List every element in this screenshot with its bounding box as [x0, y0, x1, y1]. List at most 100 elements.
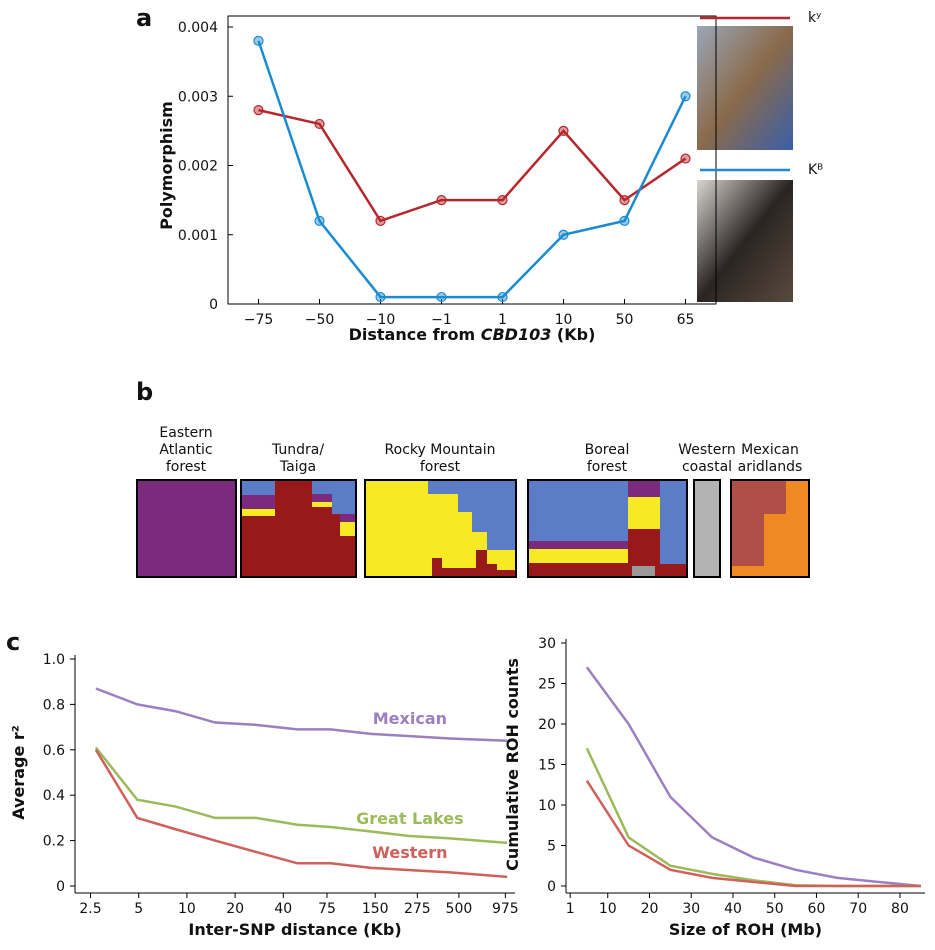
population-label: Tundra/: [271, 442, 324, 458]
point: [497, 195, 508, 206]
cluster-block: [628, 480, 660, 497]
series-line: [585, 666, 921, 888]
x-axis-label-part: (Kb): [551, 325, 595, 344]
y-axis-label: Polymorphism: [157, 101, 176, 230]
point: [619, 215, 630, 226]
x-tick-label: 40: [274, 901, 292, 917]
structure-plot: [136, 479, 810, 578]
group-frame: [527, 479, 688, 578]
x-tick-label: 1: [498, 312, 507, 328]
y-tick-label: 0.003: [178, 89, 218, 105]
group-frame: [136, 479, 237, 578]
series-line: [585, 780, 921, 888]
point: [497, 291, 508, 303]
point: [375, 215, 386, 226]
cluster-block: [312, 480, 356, 494]
panel-label: c: [6, 628, 20, 656]
population-label: Eastern: [159, 425, 212, 441]
point: [314, 118, 325, 130]
population-label: Western: [678, 442, 735, 458]
x-tick-label: 500: [446, 901, 473, 917]
population-label: Boreal: [585, 442, 630, 458]
y-tick-label: 30: [538, 636, 556, 652]
x-tick-label: 10: [555, 312, 573, 328]
cluster-block: [340, 514, 356, 522]
point: [436, 291, 447, 303]
x-tick-label: 80: [891, 901, 909, 917]
x-tick-label: 975: [492, 901, 519, 917]
population-label: forest: [420, 459, 461, 475]
series-line: [95, 687, 508, 742]
population-label: forest: [166, 459, 207, 475]
cluster-block: [731, 480, 786, 566]
population-label: forest: [587, 459, 628, 475]
y-tick-label: 1.0: [43, 652, 65, 668]
y-tick-label: 0.8: [43, 697, 65, 713]
y-tick-label: 20: [538, 717, 556, 733]
cluster-block: [660, 564, 687, 577]
x-tick-label: 20: [226, 901, 244, 917]
point: [680, 153, 691, 164]
point: [375, 291, 386, 303]
x-tick-label: 275: [404, 901, 431, 917]
cluster-block: [241, 509, 275, 516]
group-frame: [693, 479, 721, 578]
point: [436, 195, 447, 206]
y-tick-label: 0.004: [178, 20, 218, 36]
wolf-photo: [697, 180, 793, 302]
series-line: [257, 40, 687, 299]
point: [314, 215, 325, 226]
x-tick-label: 1: [566, 901, 575, 917]
x-tick-label: −75: [244, 312, 274, 328]
y-tick-label: 0.4: [43, 788, 65, 804]
y-tick-label: 15: [538, 758, 556, 774]
x-tick-label: 70: [849, 901, 867, 917]
y-tick-label: 0.6: [43, 743, 65, 759]
x-tick-label: 30: [682, 901, 700, 917]
cluster-block: [241, 480, 275, 495]
cluster-block: [628, 497, 660, 529]
group-frame: [730, 479, 810, 578]
point: [253, 104, 264, 116]
series-line: [585, 747, 921, 888]
y-tick-label: 0.002: [178, 159, 218, 175]
legend-label: kʸ: [808, 10, 821, 26]
group-frame: [364, 479, 517, 578]
series-label: Great Lakes: [356, 809, 463, 828]
y-tick-label: 0.001: [178, 228, 218, 244]
series-line: [258, 108, 687, 223]
y-axis-label: Cumulative ROH counts: [503, 658, 522, 871]
point: [253, 35, 264, 46]
plot-frame: [227, 15, 717, 305]
x-tick-label: 65: [677, 312, 695, 328]
cluster-block: [528, 541, 628, 549]
cluster-block: [632, 566, 655, 577]
x-axis-label-part: CBD103: [481, 325, 552, 344]
point: [558, 125, 569, 136]
group-frame: [240, 479, 357, 578]
legend-label: Kᴮ: [808, 162, 823, 178]
x-tick-label: −10: [366, 312, 396, 328]
cluster-block: [332, 494, 356, 514]
x-tick-label: 150: [362, 901, 389, 917]
wolf-photo: [697, 26, 793, 150]
y-tick-label: 5: [547, 839, 556, 855]
x-tick-label: 50: [616, 312, 634, 328]
series-label: Western: [372, 843, 447, 862]
cluster-block: [312, 502, 336, 507]
population-label: coastal: [682, 459, 732, 475]
panel-label: a: [136, 4, 152, 32]
y-tick-label: 25: [538, 677, 556, 693]
panel-label: b: [136, 378, 153, 406]
population-label: Mexican: [741, 442, 799, 458]
x-tick-label: 40: [724, 901, 742, 917]
cluster-block: [241, 495, 275, 509]
x-tick-label: 10: [599, 901, 617, 917]
x-tick-label: 50: [766, 901, 784, 917]
cluster-block: [340, 522, 356, 536]
cluster-block: [137, 480, 236, 577]
y-tick-label: 10: [538, 798, 556, 814]
x-tick-label: −1: [431, 312, 452, 328]
y-axis-label: Average r²: [9, 725, 28, 820]
population-label: Taiga: [279, 459, 316, 475]
